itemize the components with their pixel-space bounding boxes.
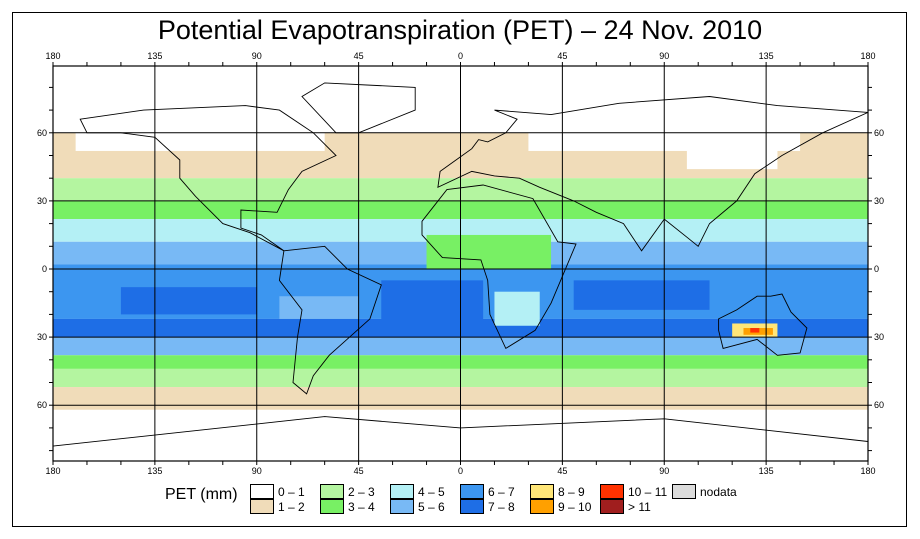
- lat-label-left: 0: [42, 264, 47, 274]
- coastline: [79, 105, 337, 252]
- lon-label-bottom: 90: [252, 466, 262, 476]
- legend-label: 4 – 5: [418, 485, 445, 499]
- legend-swatch: [530, 484, 554, 499]
- coastline: [718, 293, 808, 356]
- lon-label-bottom: 135: [759, 466, 774, 476]
- pet-band: [426, 234, 552, 269]
- legend-label: > 11: [628, 500, 651, 514]
- lon-label-top: 0: [458, 51, 463, 61]
- legend-swatch: [600, 484, 624, 499]
- legend-swatch: [250, 499, 274, 514]
- legend-label: 10 – 11: [628, 485, 668, 499]
- legend-label: 6 – 7: [488, 485, 515, 499]
- legend-swatch: [600, 499, 624, 514]
- lon-label-top: 180: [45, 51, 60, 61]
- pet-band: [573, 280, 710, 310]
- legend-label: 3 – 4: [348, 500, 375, 514]
- lon-label-bottom: 0: [458, 466, 463, 476]
- pet-band: [120, 287, 257, 315]
- legend-swatch: [250, 484, 274, 499]
- legend-label: 9 – 10: [558, 500, 592, 514]
- lat-label-right: 60: [874, 400, 884, 410]
- lon-label-bottom: 45: [557, 466, 567, 476]
- legend-swatch: [530, 499, 554, 514]
- lon-label-top: 135: [147, 51, 162, 61]
- legend-label: 5 – 6: [418, 500, 445, 514]
- legend-swatch: [460, 499, 484, 514]
- legend-label: nodata: [700, 485, 737, 499]
- legend-swatch: [460, 484, 484, 499]
- lon-label-bottom: 45: [354, 466, 364, 476]
- legend-label: 8 – 9: [558, 485, 585, 499]
- legend-swatch: [320, 499, 344, 514]
- map-title: Potential Evapotranspiration (PET) – 24 …: [157, 15, 763, 45]
- figure-frame: [12, 12, 907, 527]
- lon-label-top: 180: [860, 51, 875, 61]
- lon-label-top: 45: [557, 51, 567, 61]
- lat-label-left: 30: [37, 196, 47, 206]
- pet-band: [750, 328, 760, 333]
- pet-band: [686, 141, 778, 170]
- legend-swatch: [672, 484, 696, 499]
- legend-label: 0 – 1: [278, 485, 305, 499]
- legend-label: 1 – 2: [278, 500, 305, 514]
- lon-label-top: 90: [252, 51, 262, 61]
- lon-label-top: 135: [759, 51, 774, 61]
- lon-label-bottom: 180: [860, 466, 875, 476]
- lat-label-right: 60: [874, 128, 884, 138]
- lat-label-right: 30: [874, 196, 884, 206]
- legend-label: 2 – 3: [348, 485, 375, 499]
- lat-label-left: 30: [37, 332, 47, 342]
- legend-swatch: [390, 499, 414, 514]
- pet-band: [279, 296, 359, 319]
- pet-band: [75, 110, 325, 151]
- lon-label-top: 90: [659, 51, 669, 61]
- lon-label-bottom: 180: [45, 466, 60, 476]
- lon-label-bottom: 90: [659, 466, 669, 476]
- coastline: [421, 184, 577, 350]
- pet-band: [381, 280, 484, 326]
- legend-swatch: [390, 484, 414, 499]
- pet-band: [494, 291, 540, 326]
- lat-label-left: 60: [37, 128, 47, 138]
- lon-label-bottom: 135: [147, 466, 162, 476]
- lat-label-right: 30: [874, 332, 884, 342]
- lat-label-right: 0: [874, 264, 879, 274]
- legend-swatch: [320, 484, 344, 499]
- lon-label-top: 45: [354, 51, 364, 61]
- legend-title: PET (mm): [165, 486, 238, 503]
- lat-label-left: 60: [37, 400, 47, 410]
- legend-label: 7 – 8: [488, 500, 515, 514]
